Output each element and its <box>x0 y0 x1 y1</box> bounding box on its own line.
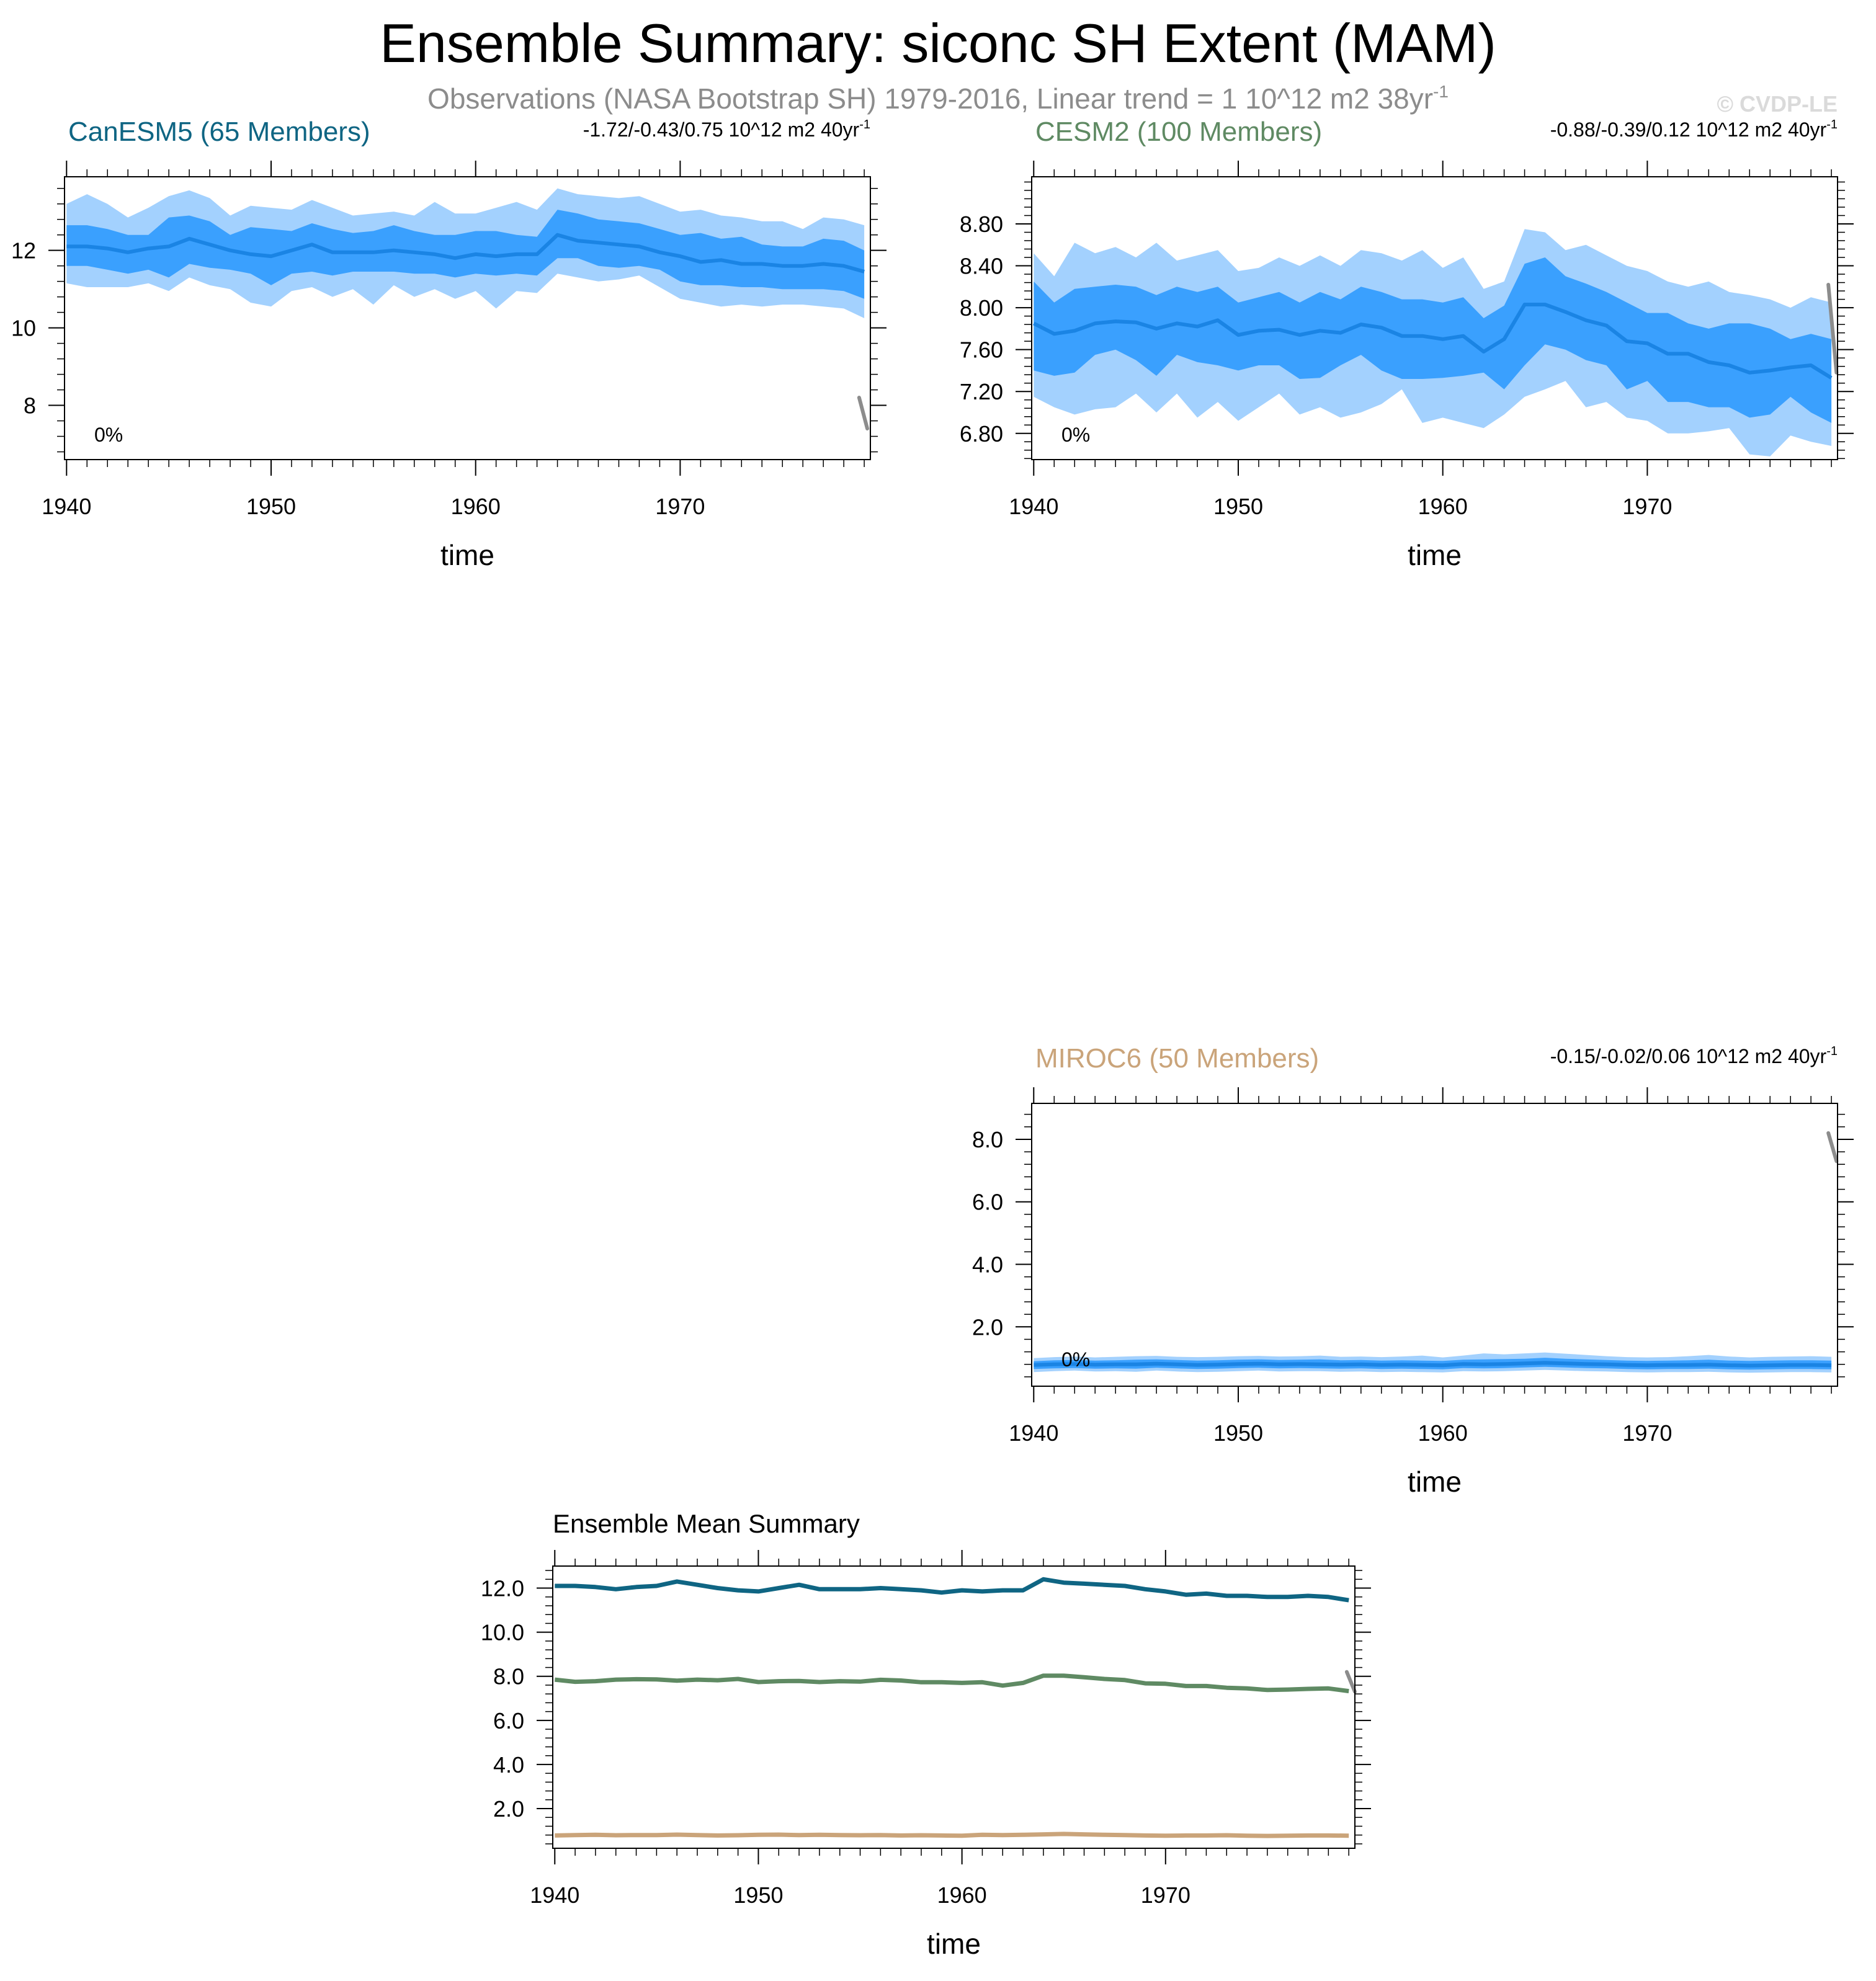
x-tick-label-miroc6: 1970 <box>1622 1420 1672 1446</box>
x-tick-label-canesm5: 1940 <box>42 494 91 519</box>
y-tick-label-miroc6: 6.0 <box>972 1190 1003 1215</box>
x-axis-label-cesm2: time <box>1408 539 1462 571</box>
figure-subtitle-text: Observations (NASA Bootstrap SH) 1979-20… <box>427 82 1433 115</box>
figure-subtitle: Observations (NASA Bootstrap SH) 1979-20… <box>427 82 1449 115</box>
y-tick-label-summary: 2.0 <box>493 1796 524 1822</box>
plot-frame-cesm2 <box>1031 176 1838 460</box>
obs-trend-segment-canesm5 <box>857 396 870 431</box>
x-tick-label-summary: 1940 <box>530 1882 579 1908</box>
plot-area-summary <box>554 1577 1349 1838</box>
x-tick-label-miroc6: 1950 <box>1213 1420 1263 1446</box>
x-tick-label-cesm2: 1960 <box>1418 494 1468 519</box>
plot-area-canesm5 <box>66 188 865 318</box>
plot-frame-miroc6 <box>1031 1103 1838 1387</box>
panel-miroc6: 1940 1950 1960 1970 2.0 4.0 6.0 8.0 time MIROC6 (… <box>972 1043 1854 1498</box>
trend-label-text-miroc6: -0.15/-0.02/0.06 10^12 m2 40yr <box>1550 1045 1827 1067</box>
y-tick-label-cesm2: 7.20 <box>960 379 1003 404</box>
plot-frame-canesm5 <box>64 176 871 460</box>
band-10-90-canesm5 <box>66 210 865 299</box>
x-tick-label-canesm5: 1970 <box>655 494 705 519</box>
percent-label-cesm2: 0% <box>1061 424 1090 446</box>
panel-cesm2: 1940 1950 1960 1970 6.80 7.20 7.60 8.00 8.40 8.80… <box>960 117 1854 571</box>
ensemble-mean-line-cesm2 <box>1032 303 1833 380</box>
obs-trend-segment-summary <box>1344 1670 1357 1694</box>
y-tick-label-summary: 8.0 <box>493 1664 524 1689</box>
x-tick-label-summary: 1950 <box>733 1882 783 1908</box>
band-10-90-cesm2 <box>1034 257 1832 423</box>
x-tick-label-miroc6: 1960 <box>1418 1420 1468 1446</box>
ensemble-mean-line-miroc6 <box>1034 1361 1832 1368</box>
y-tick-label-summary: 6.0 <box>493 1708 524 1734</box>
figure-subtitle-superscript: -1 <box>1433 82 1449 101</box>
y-tick-label-miroc6: 2.0 <box>972 1314 1003 1340</box>
x-tick-label-summary: 1960 <box>937 1882 987 1908</box>
percent-label-miroc6: 0% <box>1061 1348 1090 1371</box>
y-tick-label-cesm2: 7.60 <box>960 337 1003 363</box>
panel-title-canesm5: CanESM5 (65 Members) <box>68 117 370 147</box>
x-tick-label-canesm5: 1950 <box>246 494 296 519</box>
trend-label-superscript-miroc6: -1 <box>1826 1044 1838 1058</box>
series-line-miroc6 <box>555 1832 1349 1838</box>
plot-area-cesm2 <box>1032 229 1833 456</box>
panel-canesm5: 1940 1950 1960 1970 8 10 12 time CanESM5 (65 Mem… <box>11 117 887 571</box>
figure-title: Ensemble Summary: siconc SH Extent (MAM) <box>380 12 1496 74</box>
x-axis-label-miroc6: time <box>1408 1466 1462 1498</box>
y-tick-label-cesm2: 6.80 <box>960 421 1003 447</box>
x-tick-label-cesm2: 1950 <box>1213 494 1263 519</box>
x-tick-label-canesm5: 1960 <box>451 494 501 519</box>
y-tick-label-miroc6: 8.0 <box>972 1127 1003 1152</box>
y-tick-label-miroc6: 4.0 <box>972 1252 1003 1277</box>
y-tick-label-canesm5: 10 <box>11 316 36 341</box>
x-axis-label-summary: time <box>927 1928 981 1960</box>
obs-trend-segment-cesm2 <box>1826 282 1839 375</box>
panel-summary: 1940 1950 1960 1970 2.0 4.0 6.0 8.0 10.0 12.0 time… <box>481 1509 1371 1960</box>
watermark: © CVDP-LE <box>1717 91 1838 117</box>
plot-area-miroc6 <box>1034 1352 1832 1373</box>
y-tick-label-cesm2: 8.40 <box>960 254 1003 279</box>
x-tick-label-summary: 1970 <box>1141 1882 1190 1908</box>
percent-label-canesm5: 0% <box>94 424 123 446</box>
y-tick-label-cesm2: 8.80 <box>960 211 1003 237</box>
x-tick-label-miroc6: 1940 <box>1009 1420 1058 1446</box>
series-line-cesm2 <box>554 1673 1349 1694</box>
y-tick-label-summary: 12.0 <box>481 1576 524 1601</box>
x-tick-label-cesm2: 1940 <box>1009 494 1058 519</box>
y-tick-label-summary: 10.0 <box>481 1620 524 1645</box>
y-tick-label-cesm2: 8.00 <box>960 295 1003 321</box>
panel-title-cesm2: CESM2 (100 Members) <box>1035 117 1322 147</box>
obs-trend-segment-miroc6 <box>1826 1131 1839 1164</box>
panel-title-miroc6: MIROC6 (50 Members) <box>1035 1043 1319 1074</box>
trend-label-superscript-cesm2: -1 <box>1826 118 1838 131</box>
panel-title-summary: Ensemble Mean Summary <box>553 1509 860 1538</box>
ensemble-mean-line-canesm5 <box>66 233 865 274</box>
y-tick-label-canesm5: 12 <box>11 238 36 264</box>
trend-label-miroc6: -0.15/-0.02/0.06 10^12 m2 40yr-1 <box>1550 1044 1838 1067</box>
y-tick-label-summary: 4.0 <box>493 1752 524 1778</box>
x-axis-label-canesm5: time <box>440 539 494 571</box>
y-tick-label-canesm5: 8 <box>24 393 36 419</box>
trend-label-text-canesm5: -1.72/-0.43/0.75 10^12 m2 40yr <box>583 118 860 141</box>
trend-label-superscript-canesm5: -1 <box>859 118 870 131</box>
x-tick-label-cesm2: 1970 <box>1622 494 1672 519</box>
trend-label-canesm5: -1.72/-0.43/0.75 10^12 m2 40yr-1 <box>583 118 870 141</box>
plot-frame-summary <box>552 1565 1356 1849</box>
series-line-canesm5 <box>555 1577 1349 1603</box>
trend-label-text-cesm2: -0.88/-0.39/0.12 10^12 m2 40yr <box>1550 118 1827 141</box>
trend-label-cesm2: -0.88/-0.39/0.12 10^12 m2 40yr-1 <box>1550 118 1838 141</box>
